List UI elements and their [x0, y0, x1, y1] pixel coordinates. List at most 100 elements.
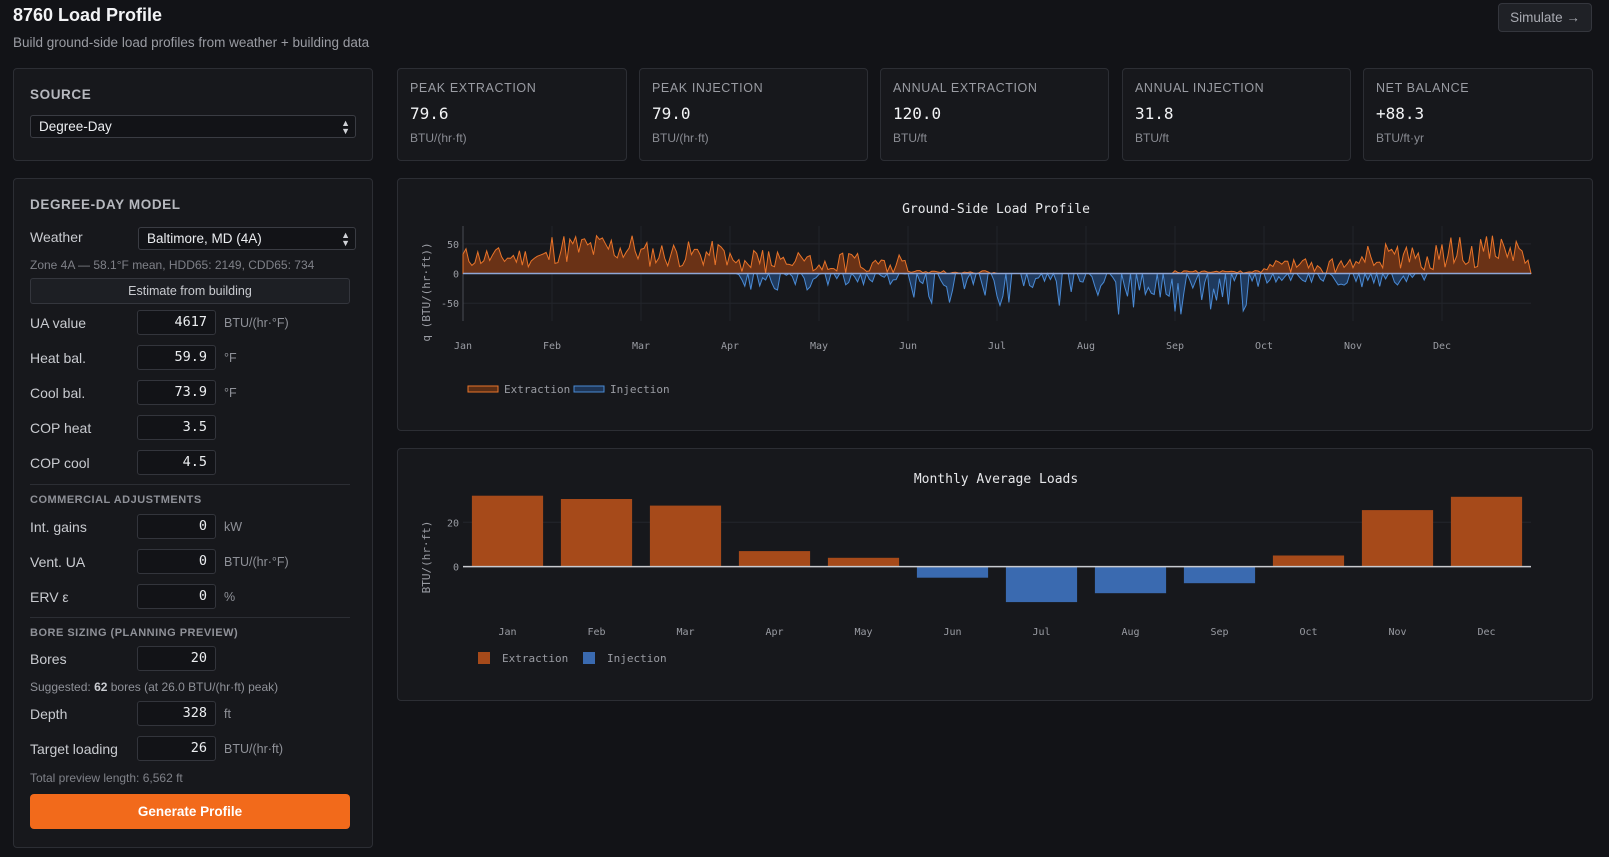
x-tick-label: May	[854, 627, 872, 638]
chart-title: Monthly Average Loads	[914, 472, 1078, 487]
generate-profile-button[interactable]: Generate Profile	[30, 794, 350, 829]
suggested-bores: Suggested: 62 bores (at 26.0 BTU/(hr·ft)…	[30, 680, 278, 694]
field-label-bores: Bores	[30, 651, 67, 667]
chart-ticks: 50 0 -50 Jan Feb Mar Apr May Jun Jul Aug Sep Oct Nov D…	[441, 240, 1451, 352]
page-subtitle: Build ground-side load profiles from wea…	[13, 35, 370, 50]
total-preview-length: Total preview length: 6,562 ft	[30, 771, 183, 785]
x-tick-label: Jun	[899, 341, 917, 352]
chart-legend: Extraction Injection	[467, 383, 670, 396]
commercial-heading: COMMERCIAL ADJUSTMENTS	[30, 494, 202, 506]
weather-label: Weather	[30, 229, 83, 245]
vent-ua-unit: BTU/(hr·°F)	[224, 555, 289, 569]
chart-bars	[463, 495, 1531, 603]
stat-value: 79.6	[410, 104, 449, 123]
bar-mar	[649, 505, 722, 567]
legend-label-injection: Injection	[607, 652, 667, 665]
heat-bal-input[interactable]: 59.9	[137, 345, 216, 370]
legend-swatch-injection	[573, 385, 605, 393]
ua-unit: BTU/(hr·°F)	[224, 316, 289, 330]
divider	[30, 484, 350, 485]
legend-swatch-extraction	[478, 652, 490, 664]
legend-label-extraction: Extraction	[504, 383, 570, 396]
cop-cool-input[interactable]: 4.5	[137, 450, 216, 475]
x-tick-label: Jul	[988, 341, 1006, 352]
heat-bal-unit: °F	[224, 351, 237, 365]
int-gains-input[interactable]: 0	[137, 514, 216, 539]
ua-value-input[interactable]: 4617	[137, 310, 216, 335]
x-tick-label: Jan	[454, 341, 472, 352]
y-axis-label: BTU/(hr·ft)	[420, 521, 433, 594]
x-tick-label: Aug	[1121, 627, 1139, 638]
x-tick-label: Jul	[1032, 627, 1050, 638]
legend-swatch-extraction	[467, 385, 499, 393]
suggested-suffix: bores (at 26.0 BTU/(hr·ft) peak)	[107, 680, 279, 694]
y-axis-label: q (BTU/(hr·ft))	[420, 242, 433, 341]
cool-bal-input[interactable]: 73.9	[137, 380, 216, 405]
stat-unit: BTU/ft	[1135, 131, 1170, 145]
stat-value: 31.8	[1135, 104, 1174, 123]
target-loading-unit: BTU/(hr·ft)	[224, 742, 284, 756]
simulate-button[interactable]: Simulate →	[1498, 3, 1592, 32]
depth-input[interactable]: 328	[137, 701, 216, 726]
stat-label: ANNUAL EXTRACTION	[893, 81, 1038, 95]
stat-unit: BTU/ft	[893, 131, 928, 145]
bar-jun	[916, 566, 989, 578]
field-label-cop-heat: COP heat	[30, 420, 92, 436]
chart-legend: Extraction Injection	[478, 652, 667, 665]
stat-label: PEAK EXTRACTION	[410, 81, 537, 95]
legend-swatch-injection	[583, 652, 595, 664]
cop-heat-input[interactable]: 3.5	[137, 415, 216, 440]
y-tick-label: -50	[441, 299, 459, 310]
field-label-erv: ERV ε	[30, 589, 69, 605]
stat-value: 120.0	[893, 104, 942, 123]
field-label-cool-bal: Cool bal.	[30, 385, 86, 401]
suggested-count: 62	[94, 680, 108, 694]
chart-series	[462, 234, 1532, 315]
x-tick-label: Oct	[1255, 341, 1273, 352]
source-heading: SOURCE	[30, 87, 92, 102]
x-tick-label: Mar	[676, 627, 694, 638]
source-select-value: Degree-Day	[39, 119, 112, 134]
stat-value: 79.0	[652, 104, 691, 123]
x-tick-label: Mar	[632, 341, 650, 352]
vent-ua-input[interactable]: 0	[137, 549, 216, 574]
bar-feb	[560, 499, 633, 567]
bar-nov	[1361, 510, 1434, 567]
erv-unit: %	[224, 590, 236, 604]
x-tick-label: Aug	[1077, 341, 1095, 352]
x-tick-label: Feb	[587, 627, 605, 638]
x-tick-label: Nov	[1344, 341, 1362, 352]
x-tick-label: Sep	[1166, 341, 1184, 352]
field-label-ua: UA value	[30, 315, 87, 331]
x-tick-label: Jan	[498, 627, 516, 638]
bore-sizing-heading: BORE SIZING (PLANNING PREVIEW)	[30, 627, 239, 639]
bores-input[interactable]: 20	[137, 646, 216, 671]
field-label-cop-cool: COP cool	[30, 455, 90, 471]
stat-unit: BTU/(hr·ft)	[652, 131, 709, 145]
bar-sep	[1183, 566, 1256, 584]
page-title: 8760 Load Profile	[13, 5, 163, 25]
stat-card-annual-extraction: ANNUAL EXTRACTION 120.0 BTU/ft	[880, 68, 1109, 161]
source-select[interactable]: Degree-Day ▲ ▼	[30, 115, 356, 138]
x-tick-label: Apr	[765, 627, 783, 638]
stat-card-annual-injection: ANNUAL INJECTION 31.8 BTU/ft	[1122, 68, 1351, 161]
erv-input[interactable]: 0	[137, 584, 216, 609]
depth-unit: ft	[224, 707, 231, 721]
target-loading-input[interactable]: 26	[137, 736, 216, 761]
suggested-prefix: Suggested:	[30, 680, 95, 694]
x-tick-label: Apr	[721, 341, 739, 352]
model-heading: DEGREE-DAY MODEL	[30, 197, 181, 212]
legend-label-extraction: Extraction	[502, 652, 568, 665]
field-label-vent-ua: Vent. UA	[30, 554, 86, 570]
x-tick-label: Dec	[1433, 341, 1451, 352]
weather-select[interactable]: Baltimore, MD (4A) ▲ ▼	[138, 227, 356, 250]
zone-info: Zone 4A — 58.1°F mean, HDD65: 2149, CDD6…	[30, 258, 315, 272]
monthly-loads-panel: Monthly Average Loads BTU/(hr·ft) 20 0 Jan…	[397, 448, 1593, 701]
bar-aug	[1094, 566, 1167, 594]
bar-dec	[1450, 496, 1523, 567]
page-header: 8760 Load Profile Build ground-side load…	[13, 5, 369, 50]
bar-jan	[471, 495, 544, 567]
estimate-from-building-button[interactable]: Estimate from building	[30, 278, 350, 304]
bar-oct	[1272, 555, 1345, 567]
stat-card-net-balance: NET BALANCE +88.3 BTU/ft·yr	[1363, 68, 1593, 161]
